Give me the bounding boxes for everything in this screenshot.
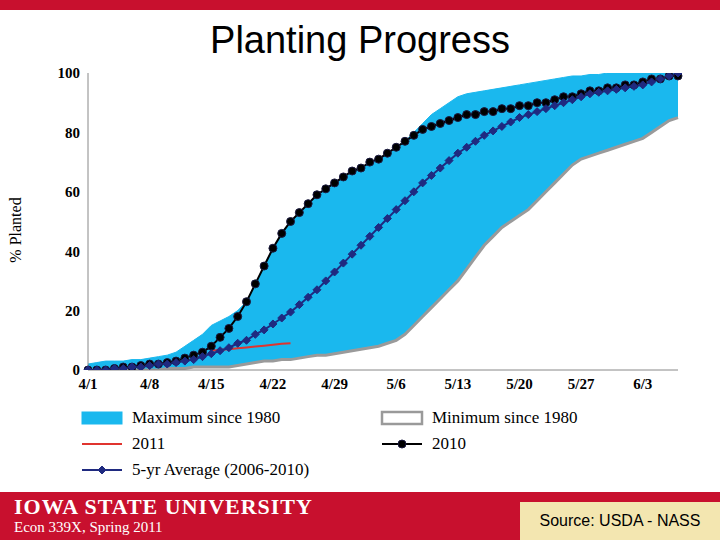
- svg-text:4/22: 4/22: [260, 376, 287, 392]
- svg-text:4/29: 4/29: [321, 376, 348, 392]
- svg-text:20: 20: [65, 303, 80, 319]
- html-text:Minimum since 1980: Minimum since 1980: [432, 408, 578, 427]
- svg-text:5/6: 5/6: [387, 376, 407, 392]
- svg-text:5/27: 5/27: [568, 376, 595, 392]
- svg-text:5/20: 5/20: [506, 376, 533, 392]
- html-text:2010: 2010: [432, 434, 466, 453]
- html-text:Planting Progress: Planting Progress: [210, 19, 510, 61]
- svg-text:100: 100: [58, 65, 81, 81]
- svg-text:80: 80: [65, 125, 80, 141]
- svg-text:60: 60: [65, 184, 80, 200]
- html-text:IOWA STATE UNIVERSITY: IOWA STATE UNIVERSITY: [14, 494, 313, 519]
- html-text:5-yr Average (2006-2010): 5-yr Average (2006-2010): [132, 460, 310, 479]
- svg-text:4/1: 4/1: [78, 376, 97, 392]
- html-text:Econ 339X, Spring 2011: Econ 339X, Spring 2011: [14, 519, 163, 535]
- html-text:2011: 2011: [132, 434, 166, 453]
- html-text:Source: USDA - NASS: Source: USDA - NASS: [539, 512, 701, 529]
- svg-text:4/15: 4/15: [198, 376, 225, 392]
- svg-text:40: 40: [65, 244, 80, 260]
- html-text:% Planted: % Planted: [7, 197, 24, 263]
- svg-text:4/8: 4/8: [140, 376, 159, 392]
- html-text:Maximum since 1980: Maximum since 1980: [132, 408, 281, 427]
- svg-text:5/13: 5/13: [445, 376, 472, 392]
- svg-text:6/3: 6/3: [633, 376, 652, 392]
- svg-text:0: 0: [73, 362, 81, 378]
